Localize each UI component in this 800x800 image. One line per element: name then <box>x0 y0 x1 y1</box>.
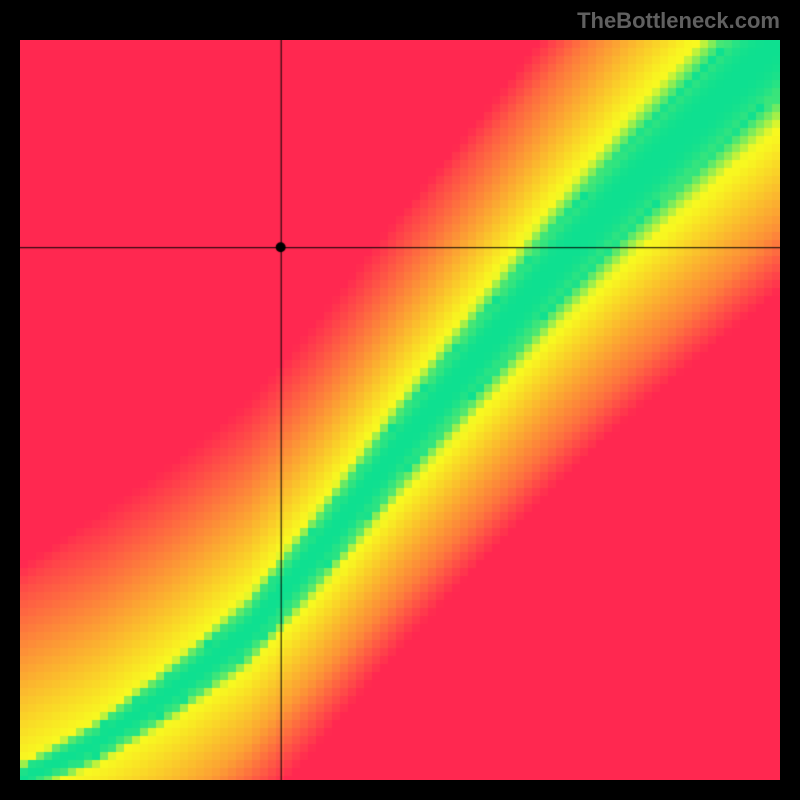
heatmap-canvas <box>20 40 780 780</box>
watermark-text: TheBottleneck.com <box>577 8 780 34</box>
bottleneck-heatmap <box>20 40 780 780</box>
